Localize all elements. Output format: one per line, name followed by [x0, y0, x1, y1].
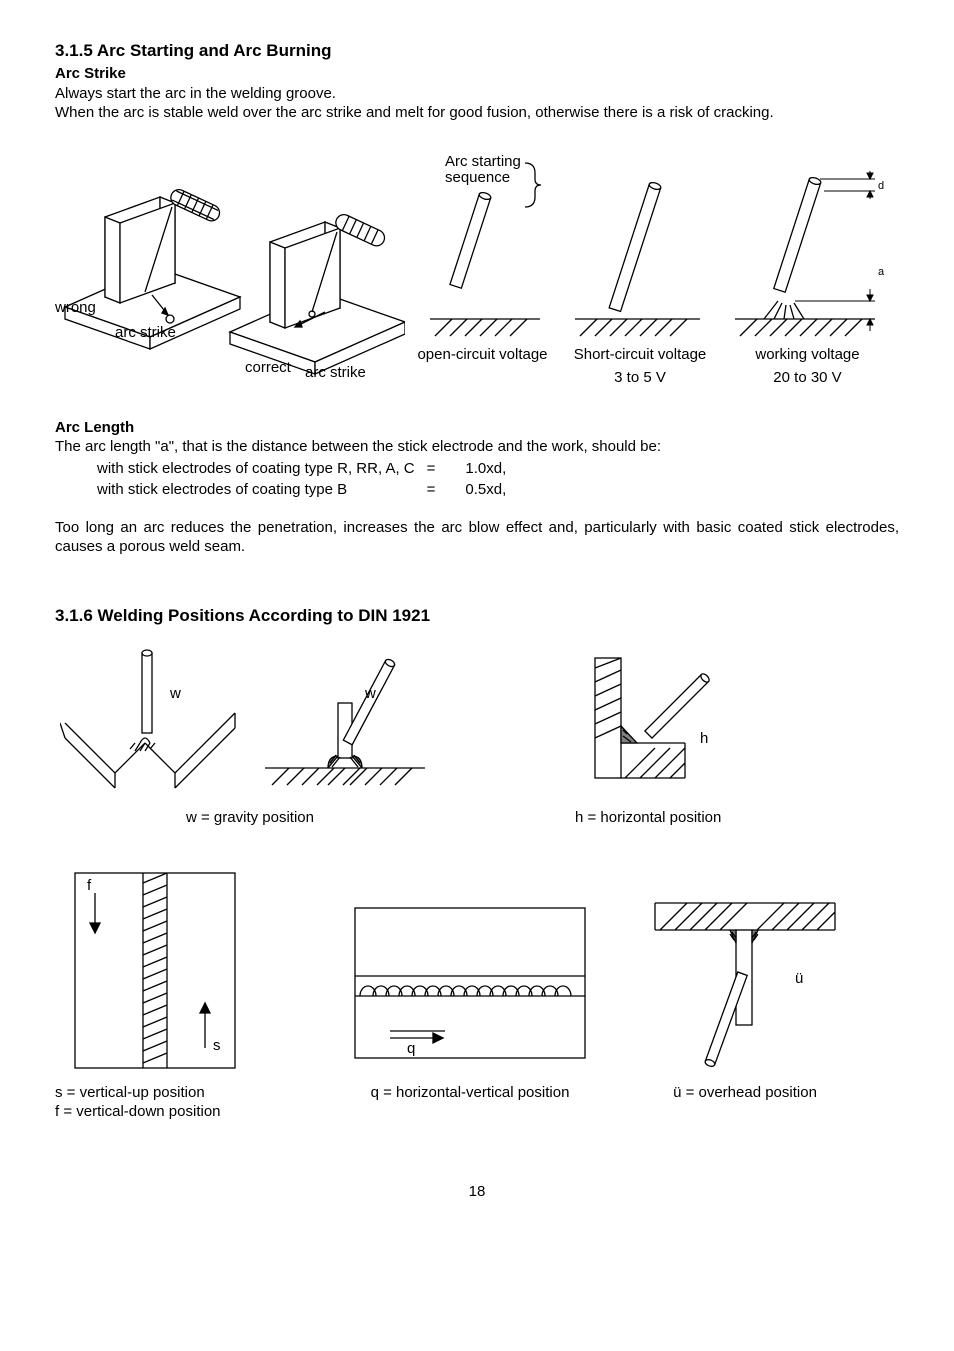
table-row: with stick electrodes of coating type R,… [97, 459, 516, 479]
arc-length-intro: The arc length "a", that is the distance… [55, 437, 899, 457]
fig-q: q q = horizontal-vertical position [340, 898, 600, 1122]
fig-h: h h = horizontal position [575, 648, 775, 828]
arc-length-subhead: Arc Length [55, 418, 899, 438]
section-heading-316: 3.1.6 Welding Positions According to DIN… [55, 605, 899, 627]
svg-text:h: h [700, 730, 708, 747]
section-heading-315: 3.1.5 Arc Starting and Arc Burning [55, 40, 899, 62]
svg-text:w: w [364, 685, 376, 702]
figure-row-arc: wrong arc strike [55, 151, 899, 388]
svg-text:arc strike: arc strike [305, 364, 366, 381]
svg-text:a: a [878, 266, 885, 278]
arc-length-after: Too long an arc reduces the penetration,… [55, 518, 899, 557]
svg-text:wrong: wrong [55, 299, 96, 316]
page-number: 18 [55, 1182, 899, 1202]
svg-text:correct: correct [245, 359, 292, 376]
svg-text:Arc starting seque: Arc starting sequence [445, 153, 525, 186]
positions-row-2: f s s = vertical-up position f = vertica… [55, 868, 899, 1122]
fig-w-flat: w [250, 643, 440, 799]
arc-length-table: with stick electrodes of coating type R,… [95, 457, 518, 502]
fig-open-circuit: Arc starting sequence [405, 151, 560, 388]
svg-text:s: s [213, 1037, 221, 1054]
fig-w-groove: w [60, 643, 250, 799]
arc-strike-subhead: Arc Strike [55, 64, 899, 84]
svg-text:d: d [878, 180, 884, 192]
table-row: with stick electrodes of coating type B … [97, 480, 516, 500]
fig-sf: f s s = vertical-up position f = vertica… [55, 868, 310, 1122]
arc-strike-p1: Always start the arc in the welding groo… [55, 84, 899, 104]
arc-strike-p2: When the arc is stable weld over the arc… [55, 103, 899, 123]
w-caption: w = gravity position [186, 808, 314, 828]
svg-text:f: f [87, 877, 92, 894]
h-caption: h = horizontal position [575, 808, 721, 828]
fig-isometric-wrong-correct: wrong arc strike [55, 162, 405, 388]
positions-row-1: w [55, 643, 899, 828]
fig-working-voltage: d a [720, 151, 895, 388]
fig-u: ü ü = overhead position [640, 888, 850, 1122]
svg-text:q: q [407, 1040, 415, 1057]
fig-short-circuit: Short-circuit voltage 3 to 5 V [560, 151, 720, 388]
svg-text:w: w [169, 685, 181, 702]
svg-text:ü: ü [795, 970, 803, 987]
svg-text:arc strike: arc strike [115, 324, 176, 341]
